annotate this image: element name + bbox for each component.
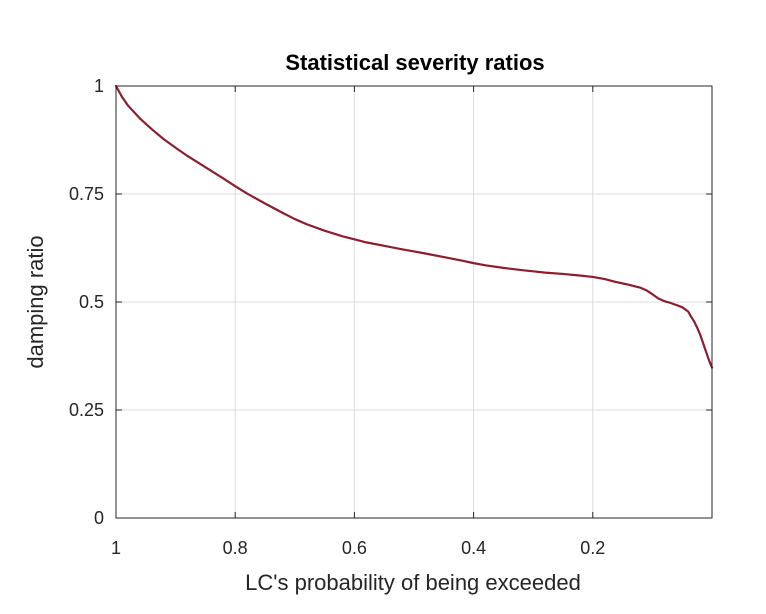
x-tick-label: 0.6 <box>342 538 367 558</box>
x-tick-label: 0.8 <box>223 538 248 558</box>
y-tick-label: 0.75 <box>69 184 104 204</box>
x-tick-label: 0.4 <box>461 538 486 558</box>
x-tick-label: 1 <box>111 538 121 558</box>
series-line <box>114 84 714 369</box>
y-tick-label: 0.25 <box>69 400 104 420</box>
x-axis-label: LC's probability of being exceeded <box>245 570 581 595</box>
y-tick-labels: 0 0.25 0.5 0.75 1 <box>69 76 104 528</box>
x-tick-labels: 1 0.8 0.6 0.4 0.2 <box>111 538 605 558</box>
y-axis-label: damping ratio <box>23 235 48 368</box>
y-tick-label: 1 <box>94 76 104 96</box>
x-tick-label: 0.2 <box>580 538 605 558</box>
series-layer <box>114 84 714 369</box>
ticks <box>115 85 712 519</box>
chart-title: Statistical severity ratios <box>285 50 544 75</box>
y-tick-label: 0.5 <box>79 292 104 312</box>
y-tick-label: 0 <box>94 508 104 528</box>
